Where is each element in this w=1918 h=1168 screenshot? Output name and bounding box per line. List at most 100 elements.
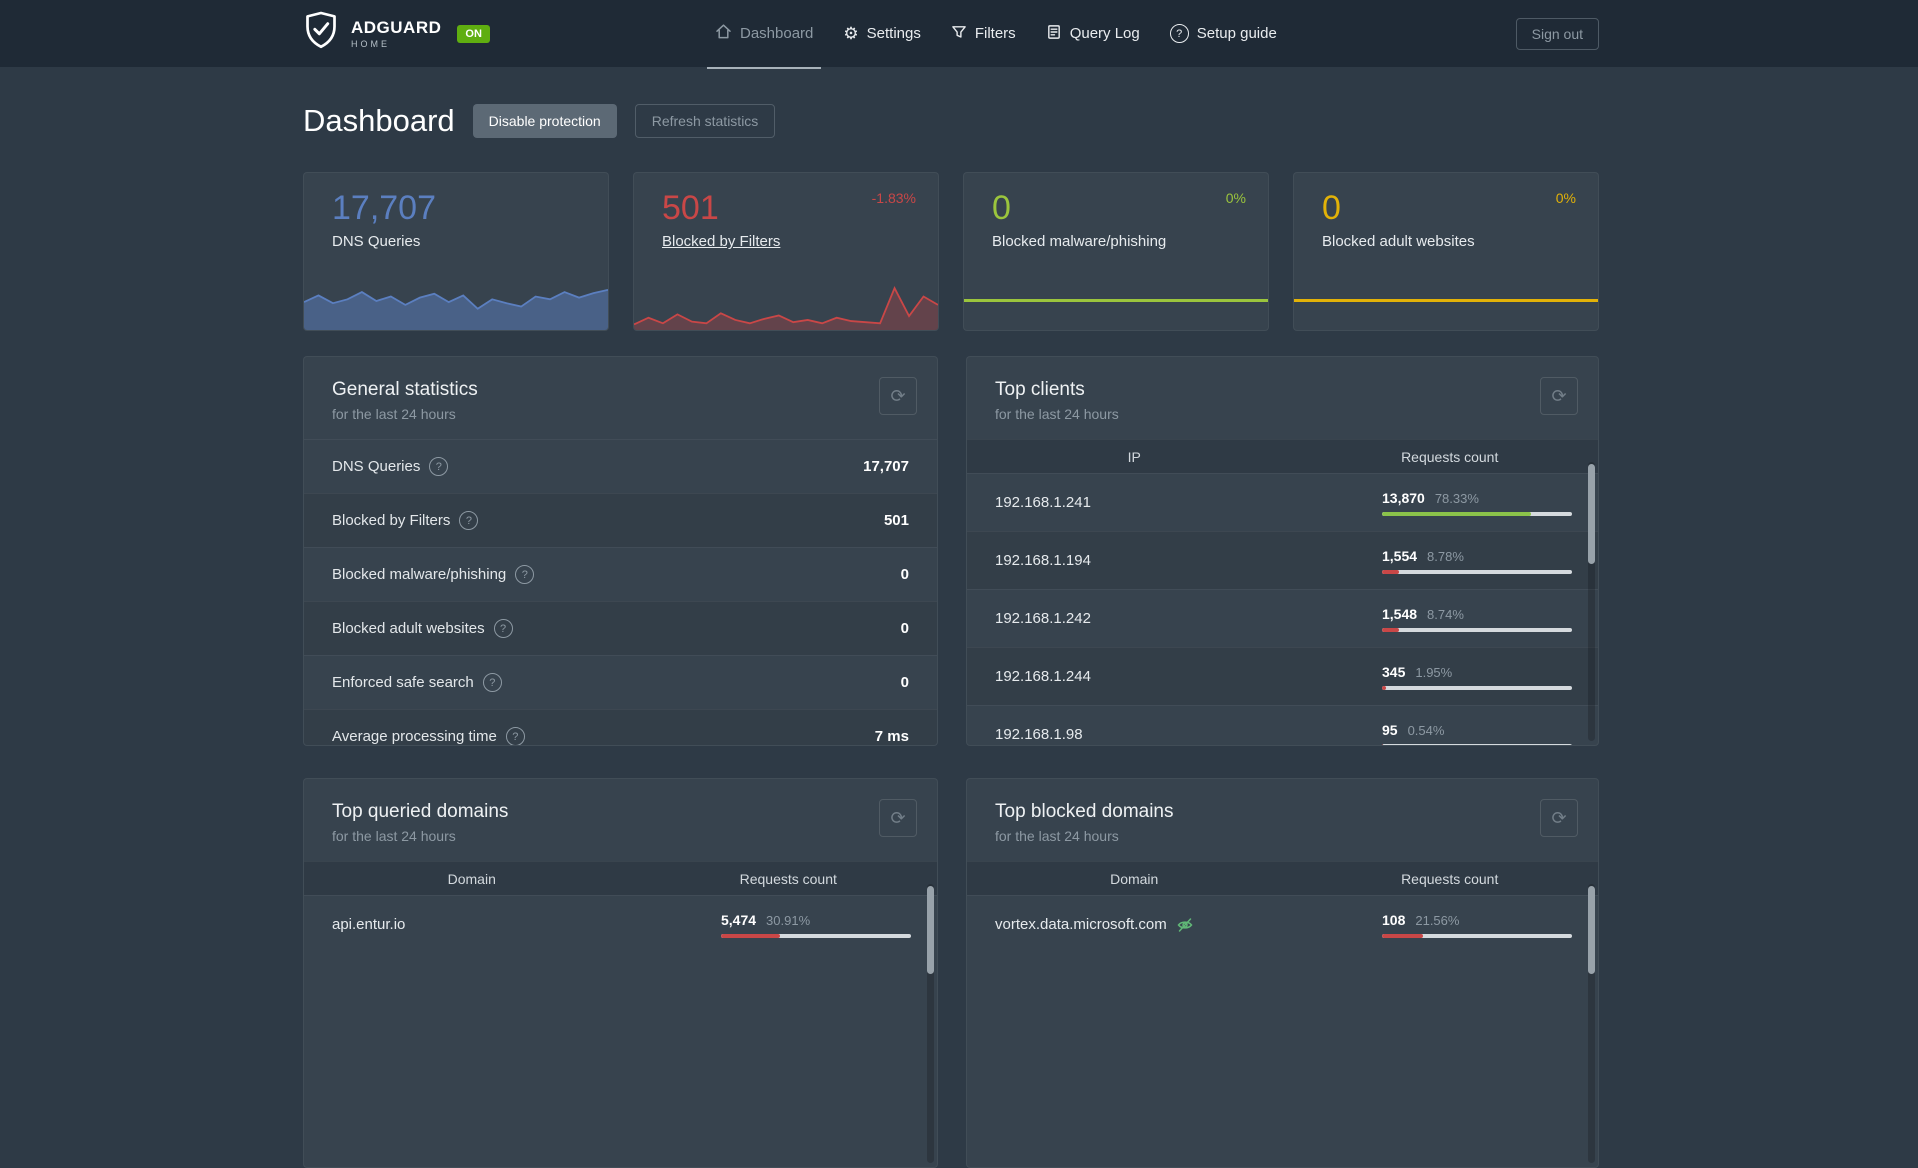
table-body: vortex.data.microsoft.com 108 21.56% [967, 895, 1598, 953]
panel-subtitle: for the last 24 hours [995, 828, 1119, 844]
requests-percent: 78.33% [1434, 490, 1479, 506]
panel-subtitle: for the last 24 hours [332, 828, 456, 844]
nav-item-dashboard[interactable]: Dashboard [706, 0, 822, 69]
tracker-icon[interactable] [1176, 916, 1194, 934]
panel-title: Top clients [995, 379, 1085, 400]
requests-percent: 8.74% [1427, 606, 1464, 622]
stat-row: Average processing time? 7 ms [304, 709, 937, 745]
table-row: vortex.data.microsoft.com 108 21.56% [967, 895, 1598, 953]
column-header: Requests count [1401, 448, 1499, 465]
stat-row-label: DNS Queries? [332, 457, 449, 476]
navbar: ADGUARD HOME ON Dashboard ⚙ Settings [0, 0, 1918, 69]
stat-row-value: 0 [900, 674, 909, 691]
refresh-icon: ⟳ [890, 385, 906, 406]
table-body: api.entur.io 5,474 30.91% [304, 895, 937, 953]
adguard-home-logo[interactable]: ADGUARD HOME ON [303, 10, 490, 57]
stat-row: Enforced safe search? 0 [304, 655, 937, 709]
funnel-icon [951, 24, 967, 44]
page-header: Dashboard Disable protection Refresh sta… [303, 103, 1599, 139]
nav-item-query-log[interactable]: Query Log [1046, 0, 1140, 67]
scrollbar-thumb[interactable] [1588, 464, 1595, 564]
flat-zero-line [1294, 299, 1598, 302]
scrollbar-thumb[interactable] [927, 886, 934, 974]
stat-row-value: 0 [900, 566, 909, 583]
stat-row-label: Average processing time? [332, 727, 525, 745]
sparkline-chart [634, 268, 938, 330]
requests-count: 5,474 [721, 911, 757, 928]
stat-value: 0 [992, 189, 1011, 227]
nav-menu: Dashboard ⚙ Settings Filters [706, 0, 1277, 69]
panel-title: Top blocked domains [995, 801, 1174, 822]
blocked-by-filters-link[interactable]: Blocked by Filters [662, 233, 781, 251]
stat-row-label: Enforced safe search? [332, 673, 502, 692]
requests-count: 345 [1382, 663, 1406, 680]
help-icon[interactable]: ? [493, 619, 513, 638]
protection-status-badge: ON [457, 24, 490, 43]
refresh-statistics-button[interactable]: Refresh statistics [634, 104, 776, 138]
stat-label: Blocked adult websites [1322, 233, 1475, 251]
requests-percent: 8.78% [1427, 548, 1464, 564]
general-statistics-panel: General statistics for the last 24 hours… [303, 356, 938, 746]
scrollbar-thumb[interactable] [1588, 886, 1595, 974]
stat-delta: 0% [1555, 190, 1576, 206]
brand-name: ADGUARD [351, 17, 442, 37]
row-name[interactable]: 192.168.1.241 [995, 494, 1091, 511]
stat-row-label: Blocked adult websites? [332, 619, 513, 638]
nav-item-settings[interactable]: ⚙ Settings [843, 24, 921, 43]
help-icon[interactable]: ? [482, 673, 502, 692]
stat-value: 0 [1322, 189, 1341, 227]
help-icon[interactable]: ? [505, 727, 525, 745]
sparkline-chart [304, 268, 608, 330]
table-header: Domain Requests count [967, 861, 1598, 895]
scrollbar[interactable] [1588, 462, 1595, 741]
refresh-icon: ⟳ [1551, 807, 1567, 828]
scrollbar[interactable] [927, 884, 934, 1163]
table-body: 192.168.1.241 13,870 78.33% 192.168.1.194 1,… [967, 473, 1598, 745]
stat-row-value: 0 [900, 620, 909, 637]
stat-cards-row: 17,707 DNS Queries 501 Blocked by Filter… [303, 172, 1599, 331]
refresh-icon-button[interactable]: ⟳ [1540, 799, 1578, 837]
sign-out-button[interactable]: Sign out [1515, 17, 1599, 50]
stat-row: Blocked adult websites? 0 [304, 601, 937, 655]
row-name[interactable]: api.entur.io [332, 916, 406, 933]
nav-item-setup-guide[interactable]: ? Setup guide [1169, 0, 1277, 67]
panel-title: Top queried domains [332, 801, 509, 822]
scrollbar[interactable] [1588, 884, 1595, 1163]
refresh-icon-button[interactable]: ⟳ [1540, 377, 1578, 415]
refresh-icon-button[interactable]: ⟳ [879, 799, 917, 837]
general-statistics-rows: DNS Queries? 17,707 Blocked by Filters? 501… [304, 439, 937, 745]
requests-count: 95 [1382, 721, 1398, 738]
gear-icon: ⚙ [843, 24, 859, 43]
progress-bar [1382, 933, 1572, 938]
table-row: 192.168.1.98 95 0.54% [967, 705, 1598, 745]
progress-bar [1382, 569, 1572, 574]
stat-label: Blocked malware/phishing [992, 233, 1167, 251]
stat-row-value: 17,707 [863, 458, 909, 475]
document-icon [1046, 24, 1062, 44]
help-icon[interactable]: ? [515, 565, 535, 584]
column-header: Domain [1110, 870, 1159, 887]
stat-value: 501 [662, 189, 719, 227]
help-icon[interactable]: ? [429, 457, 449, 476]
requests-count: 1,548 [1382, 605, 1418, 622]
stat-label: DNS Queries [332, 233, 421, 251]
requests-percent: 21.56% [1415, 912, 1460, 928]
disable-protection-button[interactable]: Disable protection [472, 104, 617, 138]
column-header: IP [1127, 448, 1141, 465]
progress-bar [1382, 685, 1572, 690]
row-name[interactable]: vortex.data.microsoft.com [995, 916, 1167, 933]
help-icon[interactable]: ? [459, 511, 479, 530]
stat-card-blocked-malware: 0 Blocked malware/phishing 0% [963, 172, 1269, 331]
stat-row: Blocked malware/phishing? 0 [304, 547, 937, 601]
stat-row: DNS Queries? 17,707 [304, 439, 937, 493]
row-name[interactable]: 192.168.1.98 [995, 726, 1083, 743]
row-name[interactable]: 192.168.1.242 [995, 610, 1091, 627]
table-row: api.entur.io 5,474 30.91% [304, 895, 937, 953]
stat-row: Blocked by Filters? 501 [304, 493, 937, 547]
nav-item-filters[interactable]: Filters [951, 0, 1016, 67]
home-icon [715, 23, 732, 44]
refresh-icon-button[interactable]: ⟳ [879, 377, 917, 415]
table-header: IP Requests count [967, 439, 1598, 473]
row-name[interactable]: 192.168.1.244 [995, 668, 1091, 685]
row-name[interactable]: 192.168.1.194 [995, 552, 1091, 569]
